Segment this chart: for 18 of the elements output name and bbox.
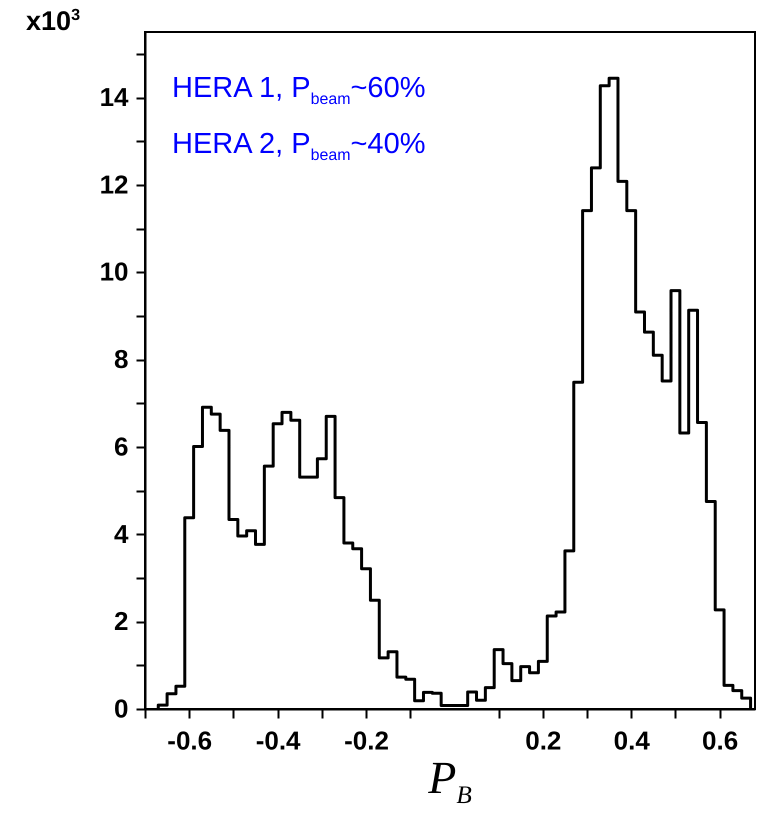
y-tick-label: 8 [114,344,128,374]
y-tick-label: 2 [114,606,128,636]
y-tick-label: 10 [100,256,128,287]
x-tick-label: -0.2 [344,726,389,756]
annotation: HERA 2, P$_{beam}$~40% [172,126,426,166]
annotation: HERA 1, P$_{beam}$~60% [172,71,426,110]
y-tick-label: 4 [114,518,130,549]
y-tick-label: 12 [100,169,128,200]
x-axis-title: P$_{B}$ [428,752,472,810]
y-tick-label: 6 [114,431,128,462]
x-tick-label: 0.6 [702,726,738,756]
y-axis-title: x10$^{3}$ [26,6,80,37]
x-tick-label: -0.6 [167,726,212,756]
y-tick-label: 0 [114,694,128,724]
x-tick-label: 0.2 [525,726,562,756]
y-tick-label: 14 [100,82,130,112]
x-tick-label: 0.4 [614,726,650,756]
x-tick-label: -0.4 [256,726,302,756]
